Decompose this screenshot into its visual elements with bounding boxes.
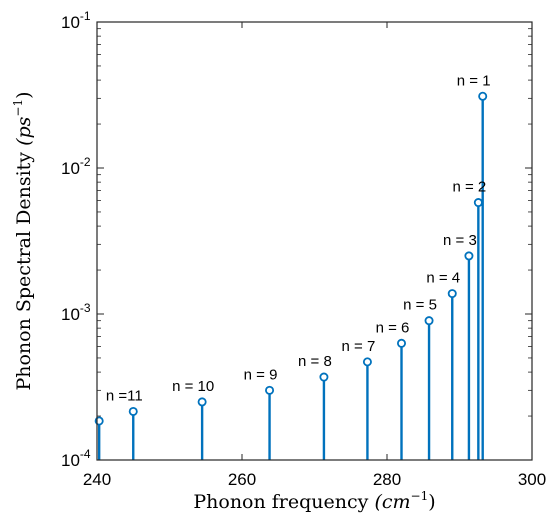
stem-label: n = 7 bbox=[342, 338, 376, 355]
stem-marker bbox=[362, 357, 372, 367]
x-tick-label: 300 bbox=[518, 470, 546, 489]
stem-marker bbox=[478, 91, 488, 101]
stem-marker bbox=[424, 316, 434, 326]
y-tick-label: 10-1 bbox=[61, 9, 91, 32]
stem-marker bbox=[464, 251, 474, 261]
stem-label: n = 9 bbox=[244, 366, 278, 383]
stem-marker bbox=[319, 372, 329, 382]
x-tick-label: 240 bbox=[83, 470, 111, 489]
axis-tick-labels: 240 260 280 300 10-4 10-3 10-2 10-1 bbox=[61, 9, 546, 489]
stem-marker bbox=[473, 198, 483, 208]
stem-label: n = 3 bbox=[443, 232, 477, 249]
stem-marker bbox=[396, 338, 406, 348]
stem-marker bbox=[128, 406, 138, 416]
stem-marker bbox=[447, 289, 457, 299]
stem-label: n = 8 bbox=[298, 353, 332, 370]
x-tick-label: 260 bbox=[228, 470, 256, 489]
stem-label: n = 2 bbox=[452, 179, 486, 196]
x-axis-title: Phonon frequency (cm−1) bbox=[193, 489, 435, 513]
stem-label: n =11 bbox=[106, 387, 143, 404]
y-tick-label: 10-4 bbox=[61, 447, 91, 470]
stem-label: n = 6 bbox=[376, 319, 410, 336]
stem-marker bbox=[197, 397, 207, 407]
plot-area-frame bbox=[96, 21, 533, 461]
x-tick-label: 280 bbox=[373, 470, 401, 489]
stem-series bbox=[94, 91, 488, 460]
stem-label: n = 5 bbox=[403, 297, 437, 314]
stem-label: n = 4 bbox=[426, 270, 460, 287]
stem-annotations: n =11 n = 10 n = 9 n = 8 n = 7n = 6 n = 5 n = … bbox=[106, 72, 491, 404]
stem-label: n = 10 bbox=[172, 378, 214, 395]
y-axis-title: Phonon Spectral Density (ps−1) bbox=[11, 91, 35, 390]
axis-ticks bbox=[96, 21, 533, 461]
y-tick-label: 10-2 bbox=[61, 155, 91, 178]
stem-label: n = 1 bbox=[457, 72, 491, 89]
y-tick-label: 10-3 bbox=[61, 301, 91, 324]
stem-marker bbox=[265, 385, 275, 395]
